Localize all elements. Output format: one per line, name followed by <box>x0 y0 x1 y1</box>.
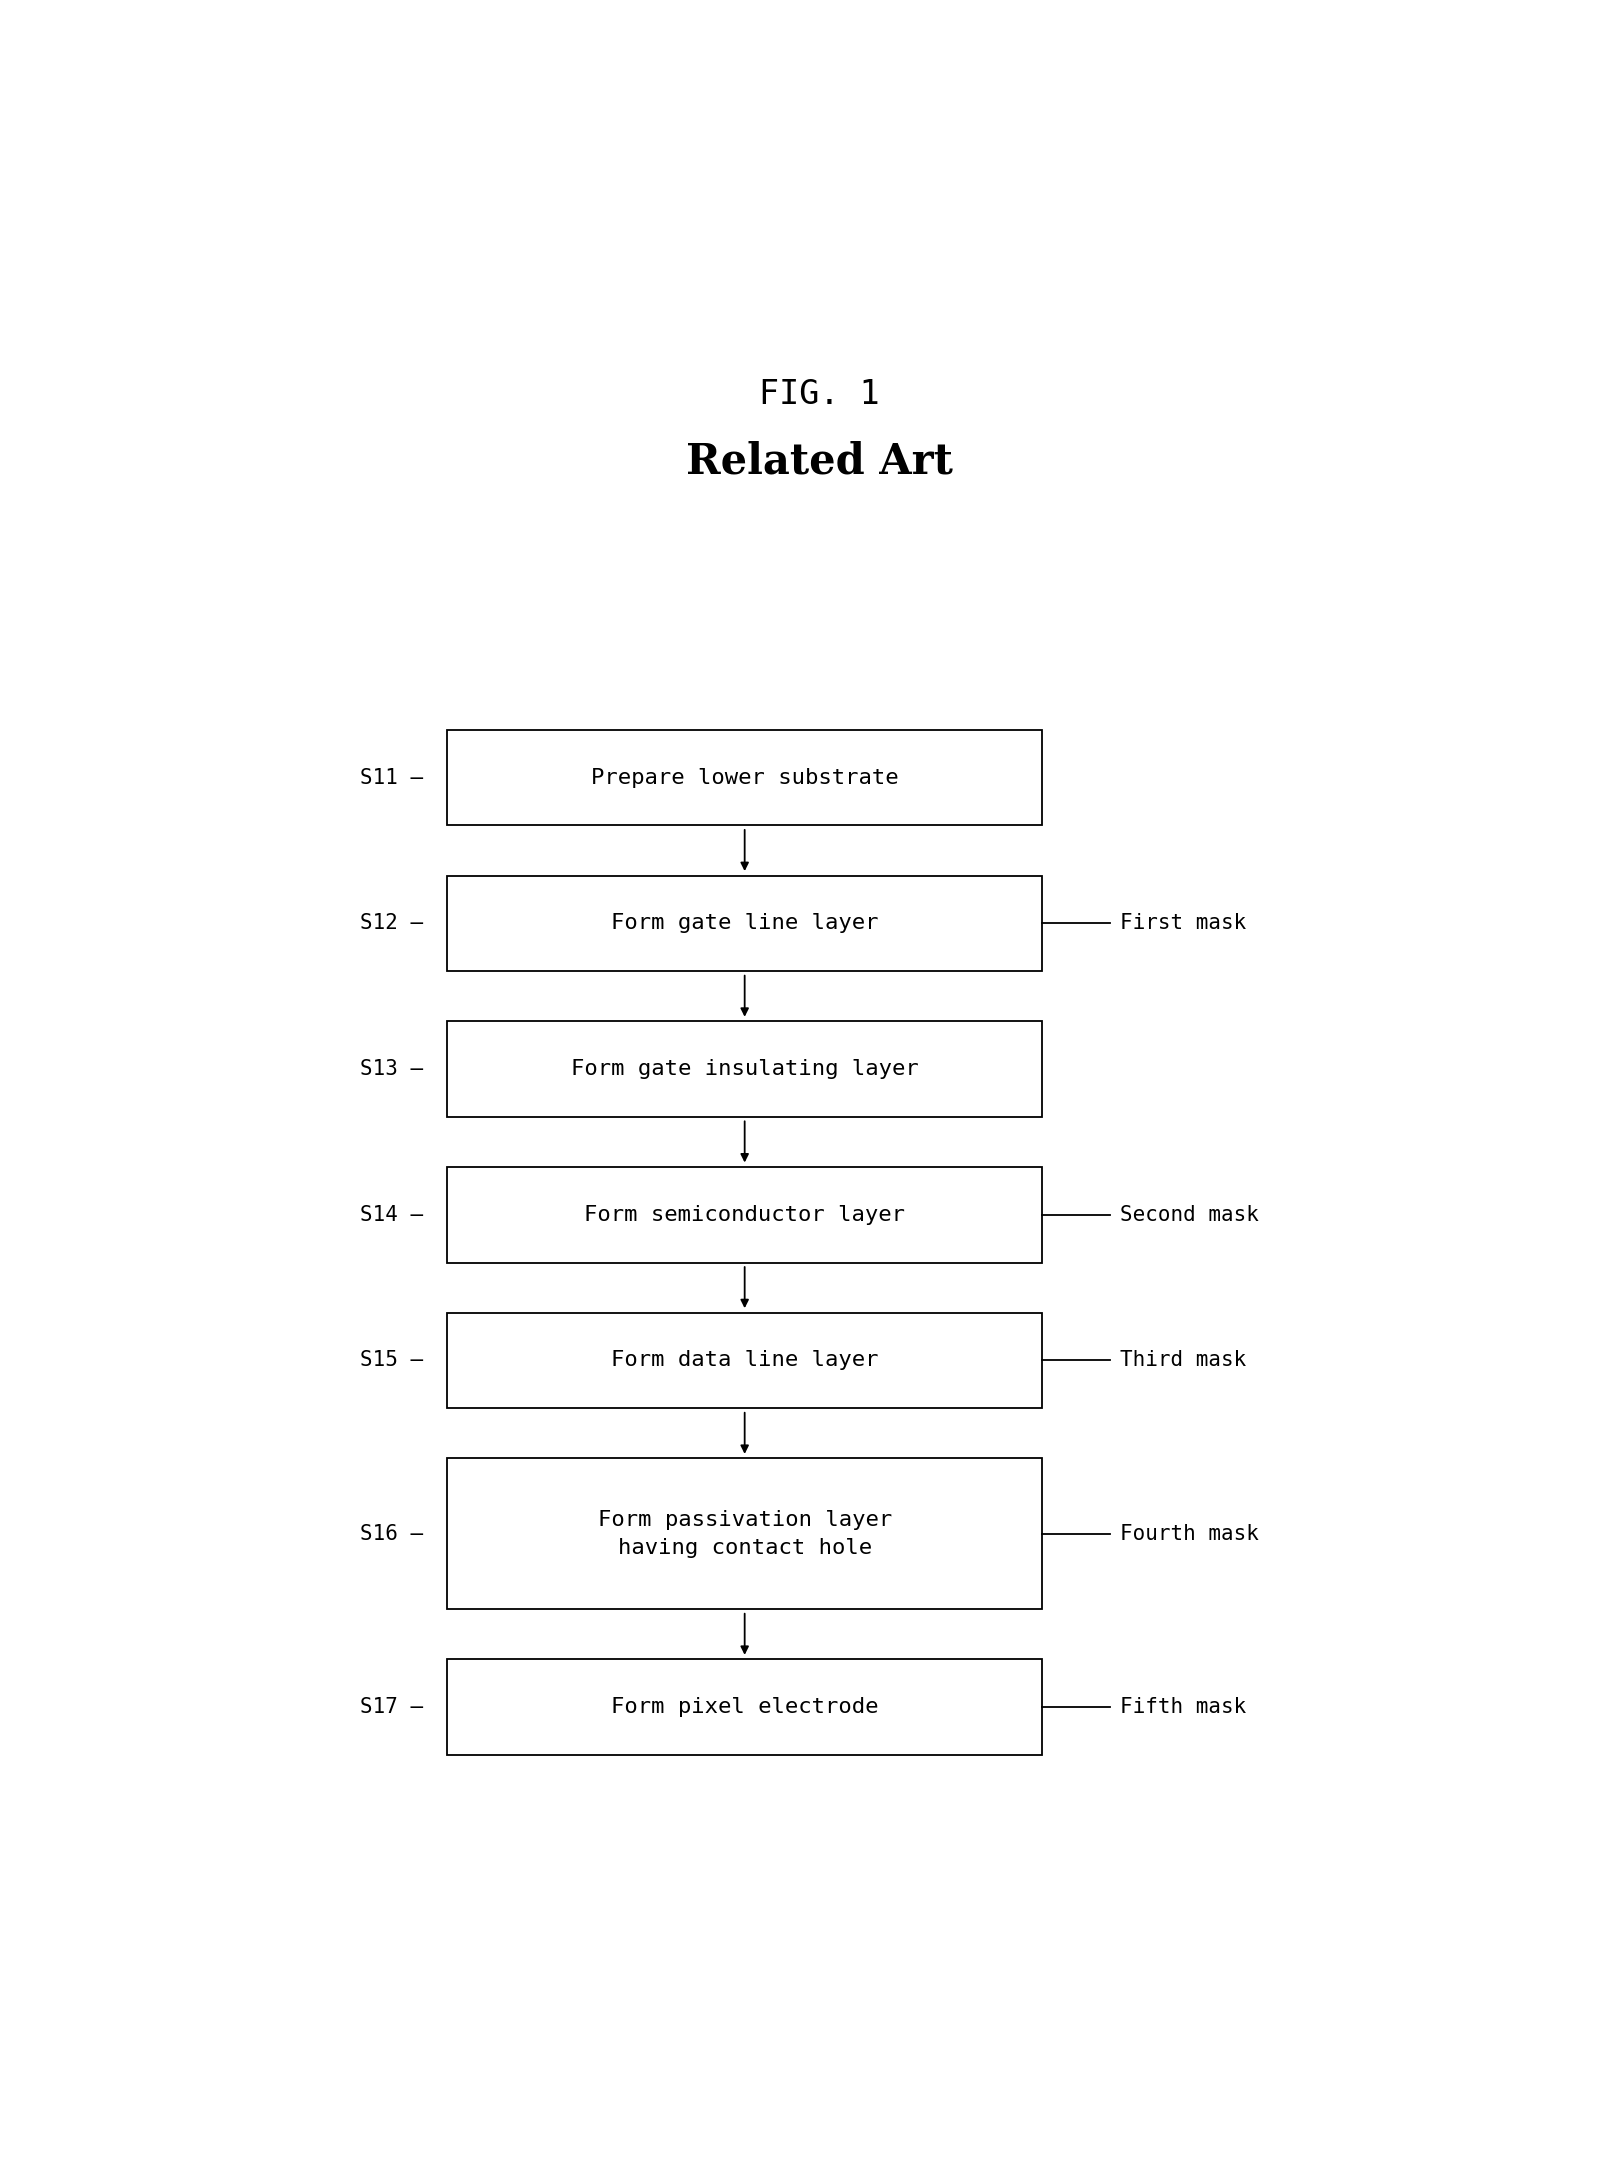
Bar <box>447 1168 1042 1262</box>
Text: S12 —: S12 — <box>360 914 422 933</box>
Bar <box>447 1459 1042 1610</box>
Bar <box>447 1022 1042 1116</box>
Text: S15 —: S15 — <box>360 1351 422 1370</box>
Text: Fourth mask: Fourth mask <box>1120 1525 1259 1544</box>
Text: First mask: First mask <box>1120 914 1246 933</box>
Text: Form data line layer: Form data line layer <box>610 1351 879 1370</box>
Bar <box>447 1660 1042 1755</box>
Text: Form passivation layer
having contact hole: Form passivation layer having contact ho… <box>598 1509 892 1557</box>
Text: Fifth mask: Fifth mask <box>1120 1696 1246 1716</box>
Text: Form semiconductor layer: Form semiconductor layer <box>585 1205 904 1225</box>
Text: S14 —: S14 — <box>360 1205 422 1225</box>
Text: S11 —: S11 — <box>360 768 422 787</box>
Text: Related Art: Related Art <box>686 442 952 483</box>
Text: Second mask: Second mask <box>1120 1205 1259 1225</box>
Text: Form gate line layer: Form gate line layer <box>610 914 879 933</box>
Text: Third mask: Third mask <box>1120 1351 1246 1370</box>
Bar <box>447 1314 1042 1407</box>
Bar <box>447 877 1042 970</box>
Text: Form pixel electrode: Form pixel electrode <box>610 1696 879 1716</box>
Text: Form gate insulating layer: Form gate insulating layer <box>570 1059 919 1079</box>
Text: FIG. 1: FIG. 1 <box>759 378 879 411</box>
Text: S13 —: S13 — <box>360 1059 422 1079</box>
Text: S16 —: S16 — <box>360 1525 422 1544</box>
Bar <box>447 731 1042 824</box>
Text: S17 —: S17 — <box>360 1696 422 1716</box>
Text: Prepare lower substrate: Prepare lower substrate <box>591 768 898 787</box>
